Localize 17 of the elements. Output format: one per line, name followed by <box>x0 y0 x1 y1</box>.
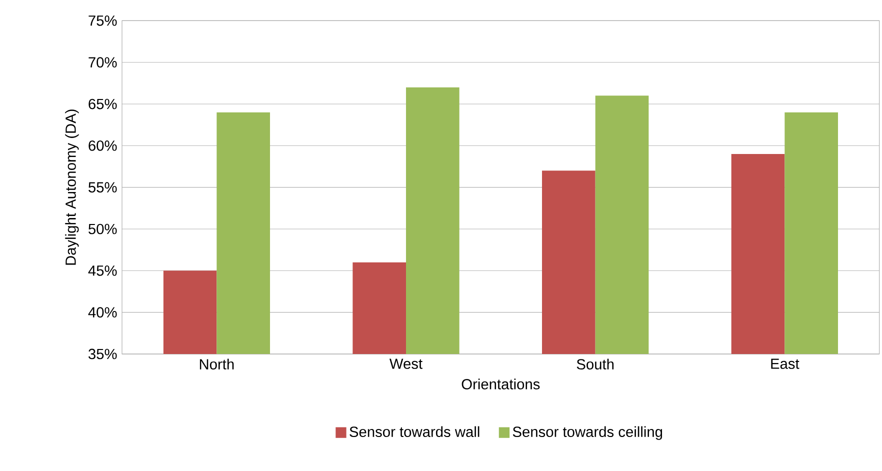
x-tick-label: East <box>771 358 800 369</box>
y-tick-label: 45% <box>88 266 117 276</box>
y-tick-label: 40% <box>88 307 117 318</box>
y-tick-label: 60% <box>88 140 117 151</box>
legend-label: Sensor towards ceilling <box>512 426 662 440</box>
x-tick-label: South <box>576 358 614 370</box>
legend-label: Sensor towards wall <box>350 426 480 438</box>
y-tick-label: 55% <box>88 182 117 192</box>
y-tick-label: 65% <box>88 98 117 110</box>
x-tick-label: West <box>389 358 422 369</box>
y-tick-label: 75% <box>88 16 117 26</box>
x-tick-label: North <box>200 358 234 370</box>
y-tick-label: 35% <box>88 348 117 360</box>
y-tick-label: 70% <box>88 57 117 68</box>
x-axis-title: Orientations <box>462 378 540 390</box>
y-tick-label: 50% <box>88 224 117 234</box>
y-axis-title: Daylight Autonomy (DA) <box>65 110 79 265</box>
